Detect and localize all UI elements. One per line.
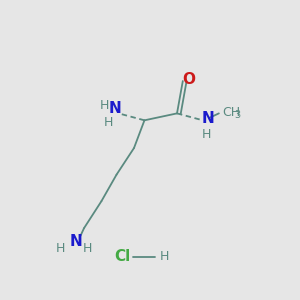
Text: O: O — [182, 72, 195, 87]
Text: 3: 3 — [234, 110, 240, 120]
Text: H: H — [56, 242, 65, 255]
Text: CH: CH — [222, 106, 241, 119]
Text: H: H — [160, 250, 169, 263]
Text: H: H — [202, 128, 211, 141]
Text: H: H — [83, 242, 92, 255]
Text: Cl: Cl — [114, 249, 130, 264]
Text: N: N — [109, 101, 122, 116]
Text: H: H — [100, 99, 110, 112]
Text: H: H — [104, 116, 113, 129]
Text: N: N — [201, 111, 214, 126]
Text: N: N — [70, 234, 82, 249]
